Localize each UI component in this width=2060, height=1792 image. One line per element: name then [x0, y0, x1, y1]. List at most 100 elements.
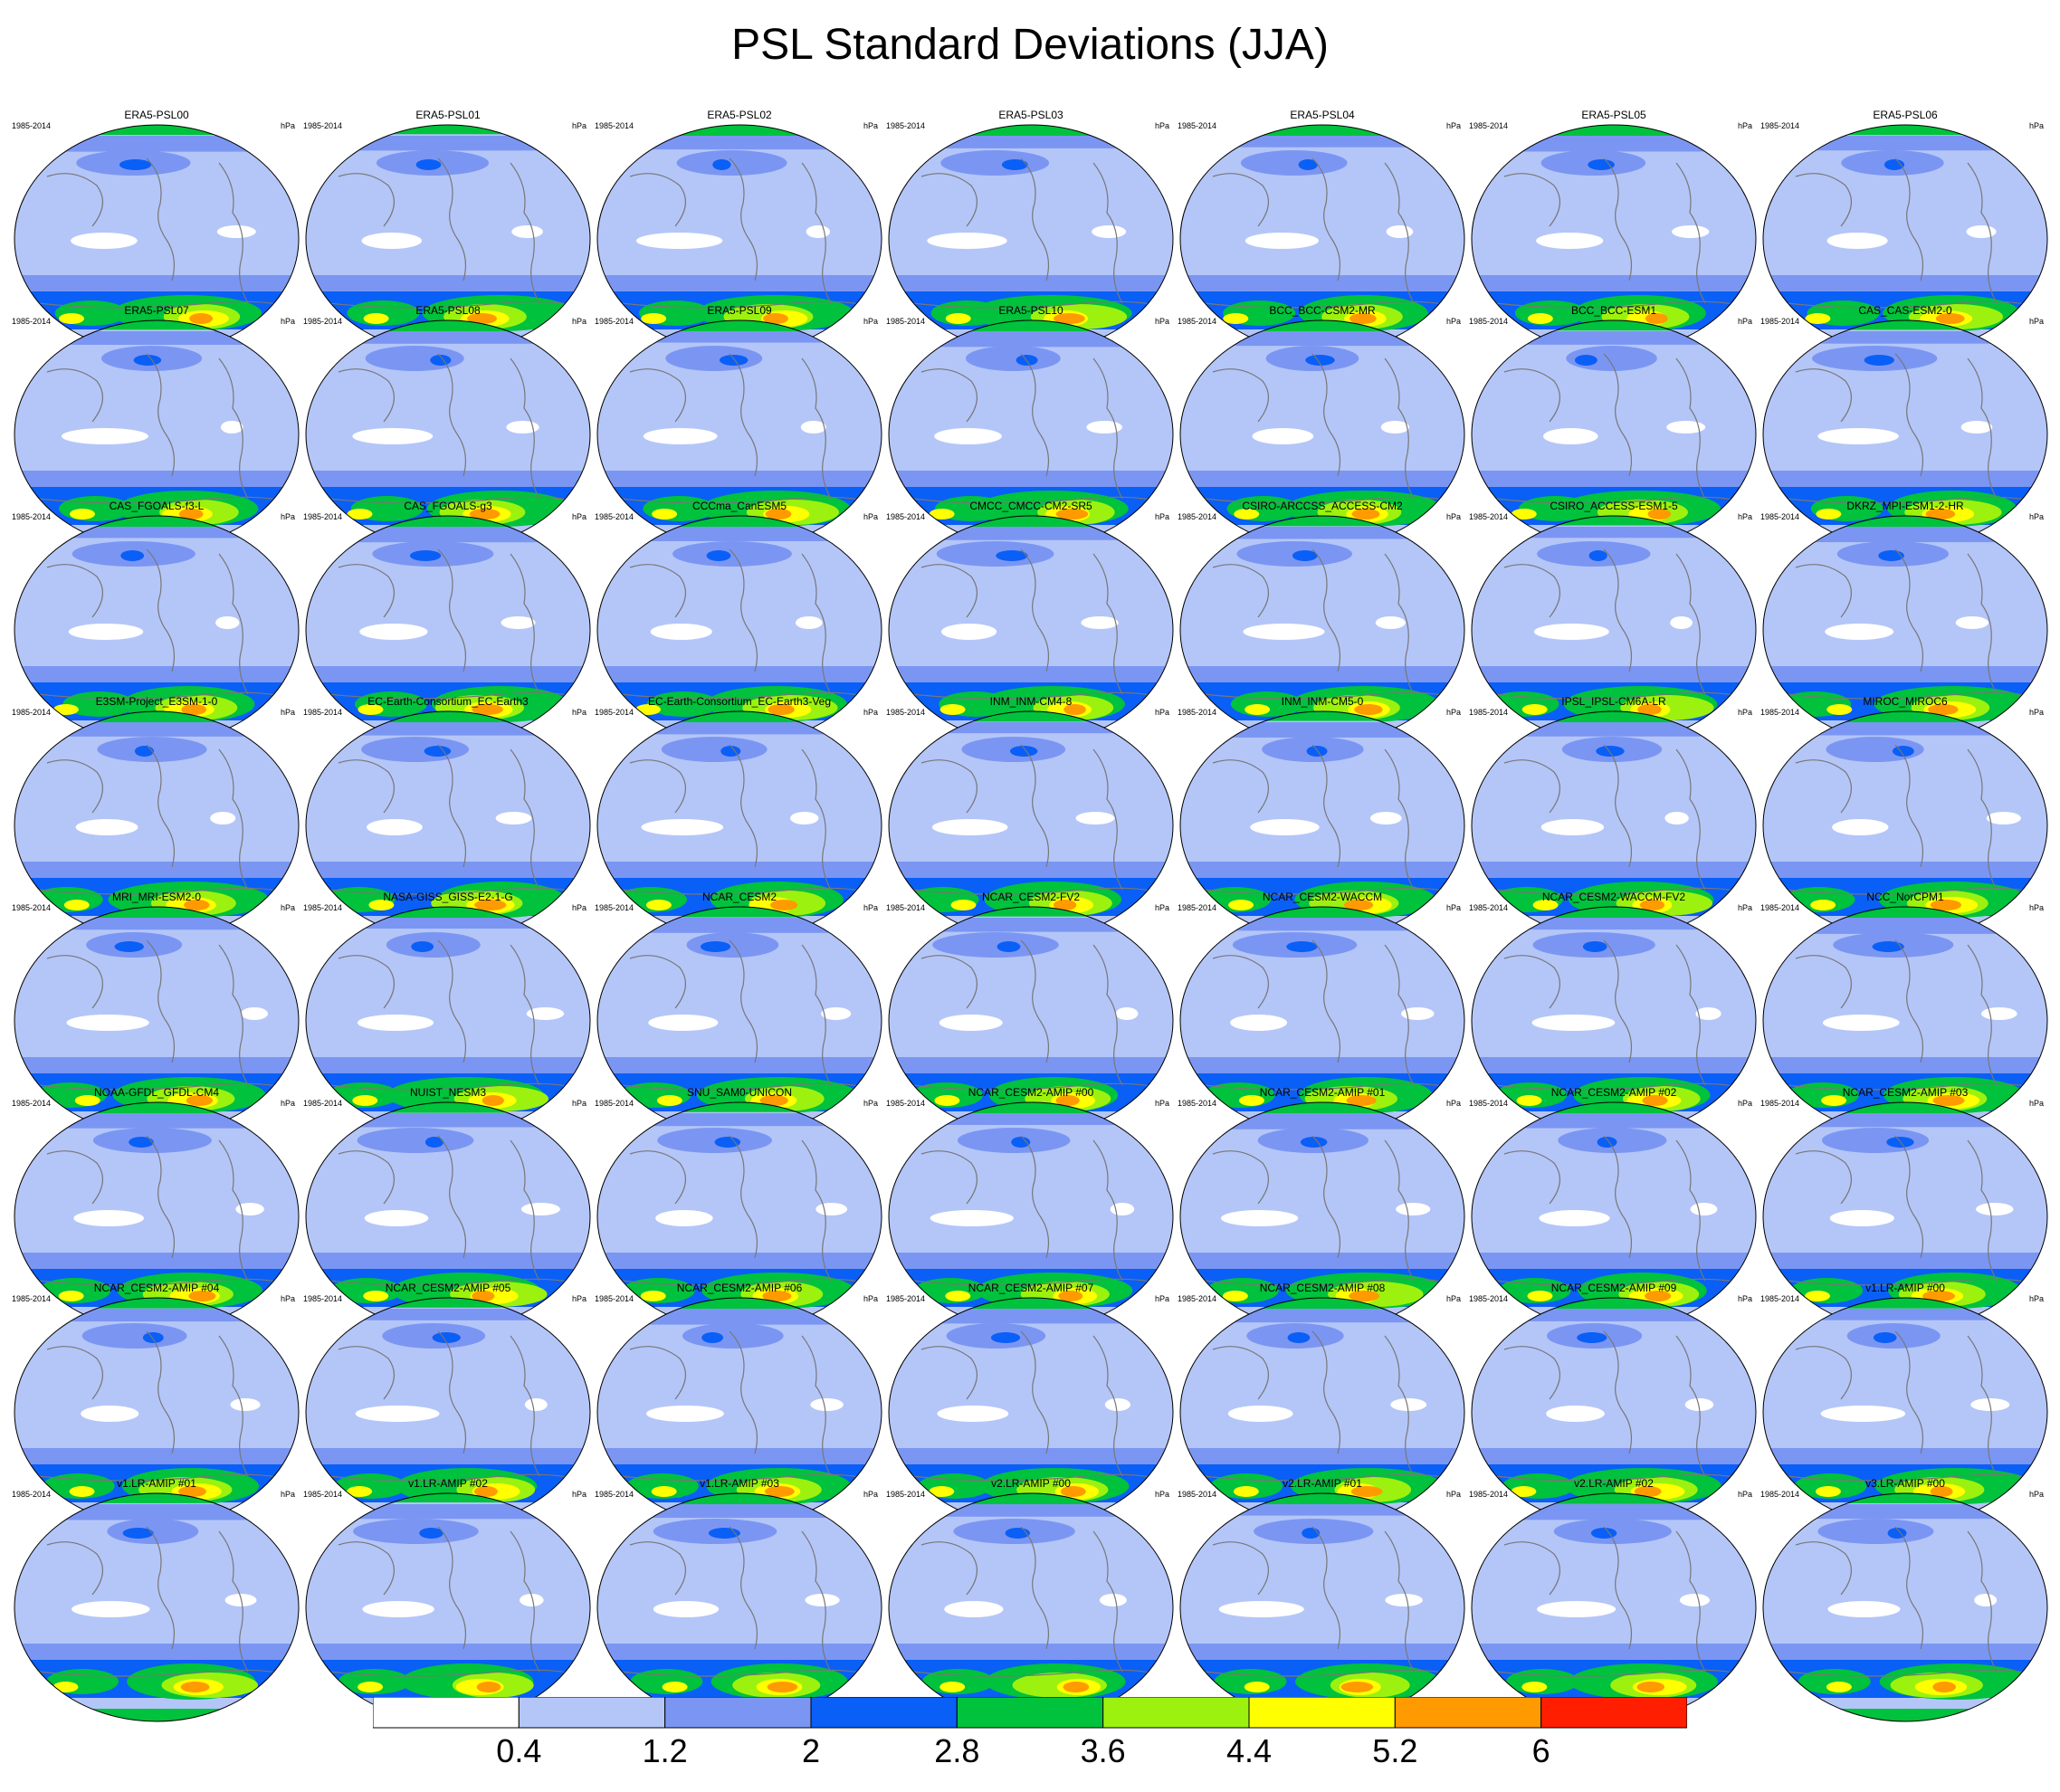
- panel-title: NCAR_CESM2-WACCM-FV2: [1541, 891, 1686, 903]
- panel-title: ERA5-PSL04: [1290, 109, 1355, 121]
- panel-period: 1985-2014: [1760, 1490, 1800, 1499]
- panel-period: 1985-2014: [12, 512, 52, 521]
- panel-title: INM_INM-CM4-8: [989, 695, 1073, 708]
- panel-period: 1985-2014: [303, 708, 343, 717]
- map-plot: [1471, 1492, 1757, 1722]
- map-plot: [596, 1101, 882, 1331]
- panel-title: CSIRO-ARCCSS_ACCESS-CM2: [1242, 500, 1403, 512]
- panel-units: hPa: [280, 903, 295, 912]
- panel-title: NUIST_NESM3: [409, 1086, 487, 1099]
- colorbar-segment: [1248, 1697, 1396, 1729]
- panel-units: hPa: [1737, 903, 1752, 912]
- panel-title: ERA5-PSL06: [1873, 109, 1938, 121]
- map-plot: [888, 1492, 1174, 1722]
- map-plot: [305, 515, 591, 745]
- map-plot: [888, 124, 1174, 354]
- panel-period: 1985-2014: [1760, 708, 1800, 717]
- panel-title: DKRZ_MPI-ESM1-2-HR: [1846, 500, 1964, 512]
- panel-title: NCAR_CESM2-AMIP #03: [1842, 1086, 1969, 1099]
- panel-title: ERA5-PSL02: [707, 109, 772, 121]
- panel-period: 1985-2014: [886, 512, 926, 521]
- panel-period: 1985-2014: [1760, 512, 1800, 521]
- map-panel: v2.LR-AMIP #02 1985-2014 hPa: [1468, 1477, 1760, 1732]
- colorbar-segment: [1394, 1697, 1542, 1729]
- panel-title: BCC_BCC-CSM2-MR: [1269, 304, 1376, 317]
- panel-period: 1985-2014: [886, 708, 926, 717]
- panel-period: 1985-2014: [1469, 708, 1509, 717]
- panel-period: 1985-2014: [886, 121, 926, 130]
- panel-units: hPa: [1445, 121, 1461, 130]
- panel-units: hPa: [1445, 903, 1461, 912]
- panel-units: hPa: [1154, 1099, 1169, 1108]
- panel-title: NCAR_CESM2-AMIP #07: [968, 1282, 1094, 1294]
- panel-title: ERA5-PSL10: [998, 304, 1063, 317]
- panel-title: INM_INM-CM5-0: [1281, 695, 1364, 708]
- panel-period: 1985-2014: [1469, 1099, 1509, 1108]
- colorbar-tick-label: 6: [1531, 1732, 1550, 1769]
- panel-title: NCAR_CESM2-AMIP #05: [385, 1282, 511, 1294]
- map-panel: ERA5-PSL05 1985-2014 hPa: [1468, 109, 1760, 364]
- panel-period: 1985-2014: [1178, 1294, 1217, 1303]
- panel-period: 1985-2014: [1469, 1294, 1509, 1303]
- map-plot: [305, 124, 591, 354]
- panel-period: 1985-2014: [1760, 903, 1800, 912]
- map-panel: v1.LR-AMIP #02 1985-2014 hPa: [302, 1477, 594, 1732]
- map-panel: ERA5-PSL04 1985-2014 hPa: [1177, 109, 1468, 364]
- panel-period: 1985-2014: [1760, 1099, 1800, 1108]
- map-panel: NCAR_CESM2 1985-2014 hPa: [594, 891, 885, 1146]
- panel-title: v1.LR-AMIP #00: [1865, 1282, 1945, 1294]
- panel-title: ERA5-PSL07: [124, 304, 189, 317]
- panel-period: 1985-2014: [12, 317, 52, 326]
- panel-period: 1985-2014: [1178, 317, 1217, 326]
- map-plot: [1471, 124, 1757, 354]
- panel-title: EC-Earth-Consortium_EC-Earth3: [367, 695, 529, 708]
- panel-title: NOAA-GFDL_GFDL-CM4: [93, 1086, 220, 1099]
- panel-units: hPa: [1154, 121, 1169, 130]
- panel-period: 1985-2014: [12, 1099, 52, 1108]
- panel-period: 1985-2014: [886, 1490, 926, 1499]
- colorbar-segment: [518, 1697, 666, 1729]
- panel-units: hPa: [280, 1294, 295, 1303]
- panel-period: 1985-2014: [1178, 512, 1217, 521]
- panel-title: CCCma_CanESM5: [691, 500, 787, 512]
- panel-period: 1985-2014: [1760, 317, 1800, 326]
- panel-title: ERA5-PSL05: [1581, 109, 1646, 121]
- colorbar-tick-label: 0.4: [496, 1732, 542, 1769]
- panel-units: hPa: [863, 903, 878, 912]
- panel-title: v1.LR-AMIP #02: [408, 1477, 488, 1490]
- map-plot: [14, 710, 300, 940]
- map-panel: v2.LR-AMIP #00 1985-2014 hPa: [885, 1477, 1177, 1732]
- panel-period: 1985-2014: [12, 1294, 52, 1303]
- panel-period: 1985-2014: [595, 1490, 634, 1499]
- map-panel: ERA5-PSL01 1985-2014 hPa: [302, 109, 594, 364]
- panel-title: NCAR_CESM2-AMIP #09: [1550, 1282, 1677, 1294]
- map-panel: MRI_MRI-ESM2-0 1985-2014 hPa: [11, 891, 302, 1146]
- panel-period: 1985-2014: [595, 1294, 634, 1303]
- panel-period: 1985-2014: [12, 903, 52, 912]
- panel-units: hPa: [1154, 708, 1169, 717]
- panel-period: 1985-2014: [595, 903, 634, 912]
- panel-period: 1985-2014: [12, 1490, 52, 1499]
- map-plot: [305, 1101, 591, 1331]
- panel-title: CAS_CAS-ESM2-0: [1858, 304, 1952, 317]
- panel-title: v2.LR-AMIP #01: [1283, 1477, 1362, 1490]
- colorbar-tick-label: 2.8: [934, 1732, 980, 1769]
- panel-period: 1985-2014: [595, 121, 634, 130]
- panel-units: hPa: [1737, 1099, 1752, 1108]
- panel-units: hPa: [863, 1099, 878, 1108]
- map-panel: ERA5-PSL03 1985-2014 hPa: [885, 109, 1177, 364]
- panel-units: hPa: [1445, 317, 1461, 326]
- panel-period: 1985-2014: [1469, 903, 1509, 912]
- panel-period: 1985-2014: [1178, 708, 1217, 717]
- panel-period: 1985-2014: [886, 317, 926, 326]
- panel-units: hPa: [571, 317, 587, 326]
- panel-units: hPa: [1154, 1490, 1169, 1499]
- map-panel: NASA-GISS_GISS-E2-1-G 1985-2014 hPa: [302, 891, 594, 1146]
- map-plot: [1762, 124, 2048, 354]
- map-plot: [1762, 515, 2048, 745]
- map-panel: BCC_BCC-CSM2-MR 1985-2014 hPa: [1177, 304, 1468, 559]
- colorbar-segment: [373, 1697, 520, 1729]
- colorbar-segment: [1102, 1697, 1250, 1729]
- panel-period: 1985-2014: [1178, 1099, 1217, 1108]
- map-plot: [1179, 124, 1465, 354]
